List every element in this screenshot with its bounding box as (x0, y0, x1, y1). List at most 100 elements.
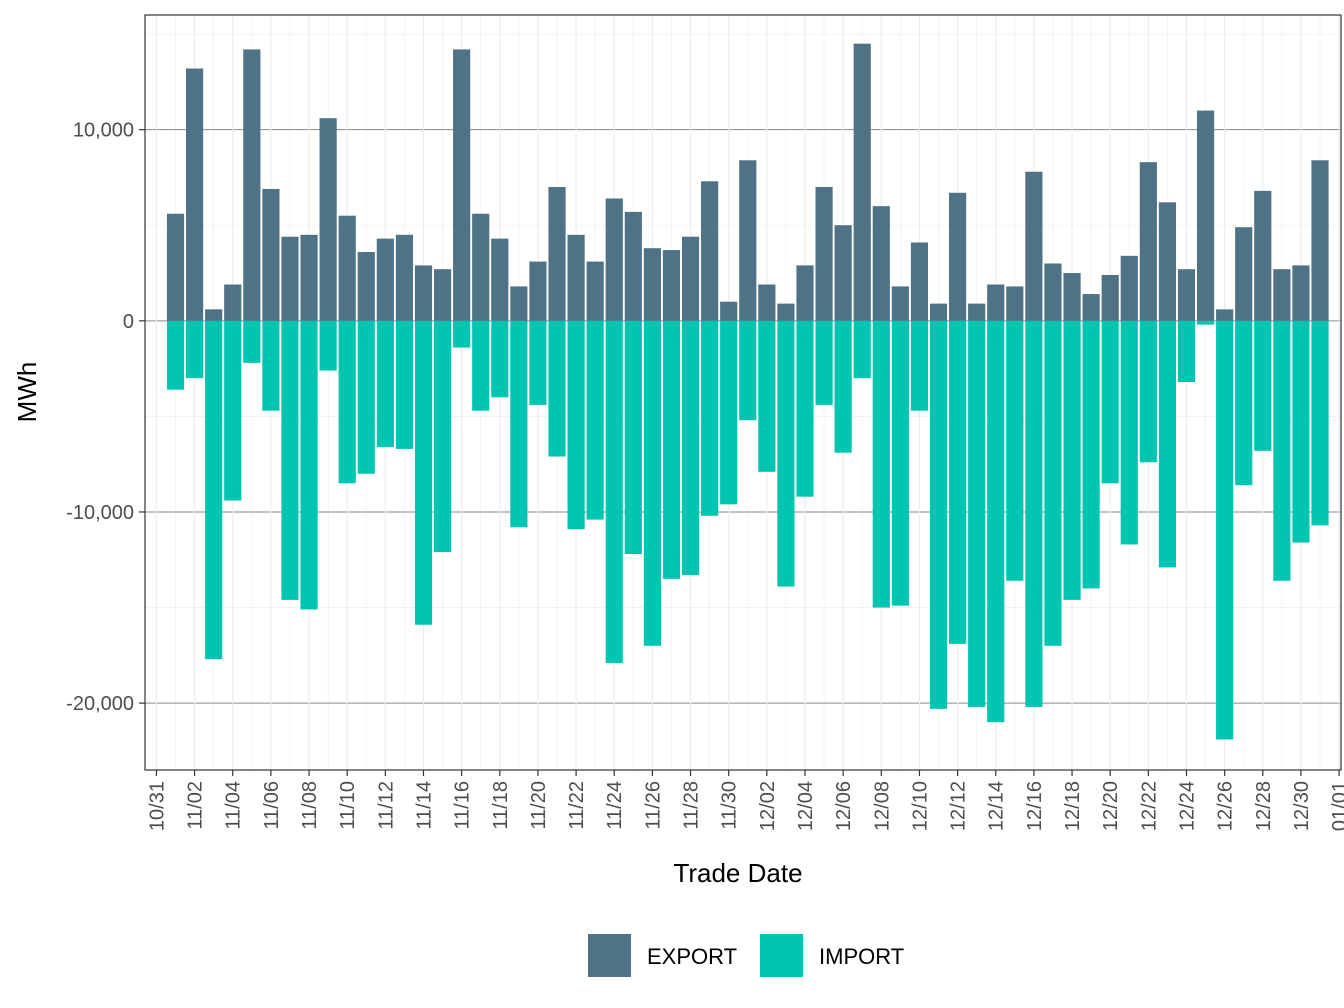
x-tick-label: 12/26 (1215, 781, 1237, 831)
x-tick-label: 12/18 (1062, 781, 1084, 831)
bar-export (1292, 265, 1310, 321)
bar-export (701, 181, 719, 321)
bar-import (987, 320, 1005, 723)
bar-export (929, 303, 948, 321)
bar-export (529, 261, 547, 321)
x-tick-label: 11/02 (185, 781, 207, 830)
bar-import (1254, 320, 1272, 451)
x-tick-label: 12/14 (986, 781, 1008, 831)
x-tick-label: 11/18 (490, 781, 512, 830)
bar-import (1311, 320, 1329, 526)
legend: EXPORT IMPORT (588, 934, 904, 977)
bar-import (701, 320, 719, 516)
bar-import (681, 320, 700, 576)
bar-import (243, 320, 261, 363)
bar-import (224, 320, 242, 501)
bar-import (624, 320, 642, 555)
bar-export (433, 269, 452, 321)
x-tick-label: 11/20 (528, 781, 550, 830)
bar-import (1082, 320, 1100, 589)
y-axis: -20,000 -10,000 0 10,000 (66, 120, 145, 715)
y-tick-label: -10,000 (66, 502, 134, 524)
bar-export (1177, 269, 1196, 321)
bars (166, 43, 1329, 740)
bar-export (205, 309, 223, 321)
x-tick-label: 12/30 (1291, 781, 1313, 831)
bar-import (1216, 320, 1234, 740)
bar-export (186, 68, 204, 321)
legend-label-export: EXPORT (647, 944, 737, 969)
bar-export (1254, 190, 1272, 321)
legend-key-export (588, 934, 631, 977)
bar-import (872, 320, 890, 608)
y-axis-title: MWh (12, 362, 42, 423)
bar-export (357, 252, 375, 321)
x-tick-label: 12/20 (1100, 781, 1122, 831)
bar-export (1196, 110, 1215, 321)
bar-import (491, 320, 509, 398)
bar-import (739, 320, 757, 421)
bar-import (720, 320, 738, 505)
bar-export (338, 215, 356, 321)
bar-import (1235, 320, 1253, 486)
bar-import (758, 320, 776, 472)
bar-import (472, 320, 490, 411)
x-tick-label: 11/10 (337, 781, 359, 830)
x-tick-label: 12/08 (871, 781, 893, 831)
bar-export (1216, 309, 1234, 321)
bar-import (1139, 320, 1157, 463)
bar-import (929, 320, 948, 709)
bar-export (872, 206, 890, 321)
bar-import (1101, 320, 1119, 484)
bar-import (1158, 320, 1177, 568)
bar-export (1063, 273, 1081, 321)
x-tick-label: 10/31 (146, 781, 168, 831)
bar-export (1025, 171, 1043, 321)
bar-export (319, 118, 337, 321)
bar-import (853, 320, 871, 379)
bar-import (1025, 320, 1043, 707)
bar-import (453, 320, 471, 348)
bar-import (891, 320, 909, 606)
bar-import (262, 320, 280, 411)
bar-export (548, 187, 566, 321)
bar-import (1273, 320, 1291, 581)
bar-import (548, 320, 566, 457)
y-tick-label: 10,000 (73, 120, 134, 142)
x-tick-label: 12/16 (1024, 781, 1046, 831)
x-tick-label: 11/22 (566, 781, 588, 830)
bar-export (1158, 202, 1177, 321)
x-tick-label: 12/22 (1138, 781, 1160, 831)
bar-export (166, 213, 185, 321)
bar-export (243, 49, 261, 321)
bar-import (1292, 320, 1310, 543)
x-tick-label: 11/16 (452, 781, 474, 830)
bar-import (796, 320, 814, 497)
bar-export (472, 213, 490, 321)
bar-import (968, 320, 986, 707)
bar-import (1120, 320, 1138, 545)
bar-export (414, 265, 433, 321)
bar-export (815, 187, 833, 321)
bar-import (319, 320, 337, 371)
bar-export (910, 242, 929, 321)
bar-export (1120, 255, 1138, 321)
bar-export (968, 303, 986, 321)
bar-import (205, 320, 223, 660)
bar-export (891, 286, 909, 321)
bar-export (376, 238, 394, 321)
bar-import (949, 320, 967, 644)
bar-export (643, 248, 661, 321)
bar-export (987, 284, 1005, 321)
x-tick-label: 11/24 (604, 781, 626, 830)
x-tick-label: 11/04 (223, 781, 245, 830)
bar-import (834, 320, 852, 453)
bar-export (777, 303, 795, 321)
bar-export (510, 286, 528, 321)
bar-export (300, 234, 318, 321)
bar-import (586, 320, 604, 520)
bar-import (529, 320, 547, 405)
bar-export (491, 238, 509, 321)
bar-import (433, 320, 452, 553)
